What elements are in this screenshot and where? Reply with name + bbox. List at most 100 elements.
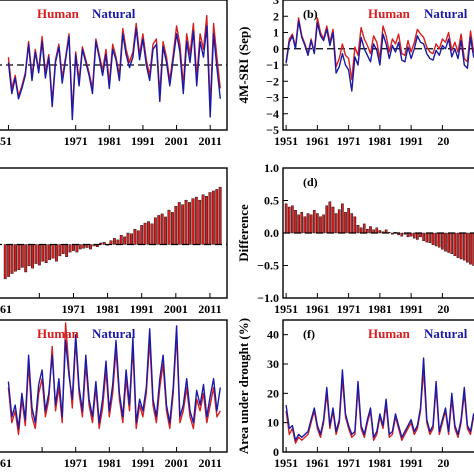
bar-1971 [72,244,75,251]
bar-1989 [133,228,137,245]
legend-human: Human [368,326,411,341]
bar-1998 [431,232,435,245]
bar-2001 [174,206,178,245]
panel-label: (f) [303,327,315,341]
bar-2002 [444,232,447,252]
panel-3 [0,167,228,299]
bar-1952 [7,244,11,277]
bar-1984 [116,239,120,245]
bar-1997 [428,232,432,243]
bar-2009 [466,232,469,263]
bar-1968 [61,244,65,254]
y-tick-label: 1.0 [264,161,279,175]
x-tick-label: 61 [0,302,12,316]
x-tick-label: 1981 [96,302,120,316]
bar-1959 [309,214,313,234]
bar-2006 [456,232,460,258]
x-tick-label: 1971 [61,302,85,316]
x-tick-label: 20 [437,134,449,148]
bar-1976 [362,223,366,234]
bar-2000 [170,212,174,245]
bar-2006 [191,198,195,245]
bar-2003 [447,232,450,253]
bar-1978 [369,226,372,234]
panel-2 [282,0,474,131]
bar-2012 [211,190,215,245]
bar-2004 [450,232,454,254]
y-tick-label: −4 [266,107,279,121]
bar-1963 [322,214,325,234]
bar-2003 [181,204,185,245]
bar-1981 [378,230,382,234]
x-tick-label: 1961 [305,456,329,470]
bar-1966 [331,206,335,234]
y-tick-label: 0 [273,42,279,56]
bar-1996 [157,215,161,245]
y-tick-label: 0 [273,445,279,459]
x-tick-label: 1991 [399,302,423,316]
bar-1993 [416,232,419,240]
bar-1954 [14,244,17,272]
bar-1967 [58,244,62,257]
series-line-natural [285,20,474,92]
bar-1962 [319,216,322,234]
x-tick-label: 1961 [305,134,329,148]
x-tick-label: 1951 [274,134,298,148]
bar-1961 [37,244,41,266]
bar-1961 [316,213,319,234]
panel-4 [282,167,474,299]
bar-1993 [147,221,150,245]
x-tick-label: 2001 [165,456,189,470]
panel-label: (d) [303,175,318,189]
bar-1955 [297,214,300,234]
series-line-human [285,369,474,444]
bar-2001 [441,232,444,250]
y-tick-label: −3 [266,91,279,105]
bar-1964 [48,244,52,260]
bar-2011 [208,192,212,245]
bar-1953 [291,205,294,234]
bar-1956 [20,244,24,268]
bar-1951 [3,244,7,280]
y-tick-label: −5 [266,123,279,137]
bar-1970 [68,244,72,253]
x-tick-label: 1981 [368,456,392,470]
x-tick-label: 2001 [165,134,189,148]
bar-1963 [44,244,48,264]
bar-2005 [453,232,457,256]
x-tick-label: 1951 [274,456,298,470]
plot-frame [0,167,228,299]
bar-1988 [400,232,404,237]
series-line-human [285,17,474,81]
bar-1959 [31,244,34,269]
series-line-natural [7,25,221,121]
bar-1960 [312,210,316,234]
bar-1972 [75,244,79,253]
bar-2002 [177,202,181,245]
x-tick-label: 1951 [274,302,298,316]
x-tick-label: 1961 [305,302,329,316]
x-tick-label: 51 [0,134,12,148]
bar-1955 [17,244,21,270]
panel-1 [0,0,228,131]
x-tick-label: 20 [437,456,449,470]
bar-2007 [459,232,463,260]
bar-1992 [412,232,416,239]
y-tick-label: −1.0 [257,291,279,305]
plot-frame [0,0,228,131]
bar-1962 [41,244,45,262]
y-axis-label: Difference [236,204,251,262]
legend-natural: Natural [424,6,468,21]
y-tick-label: 20 [267,386,279,400]
y-tick-label: 0.0 [264,226,279,240]
plot-frame [282,319,474,453]
bar-1964 [325,205,329,234]
panel-6 [282,319,474,453]
y-tick-label: 10 [267,416,279,430]
y-tick-label: 2 [273,9,279,23]
bar-1967 [334,213,338,234]
bar-2004 [184,199,188,245]
x-tick-label: 61 [0,456,12,470]
bar-1997 [160,213,164,245]
